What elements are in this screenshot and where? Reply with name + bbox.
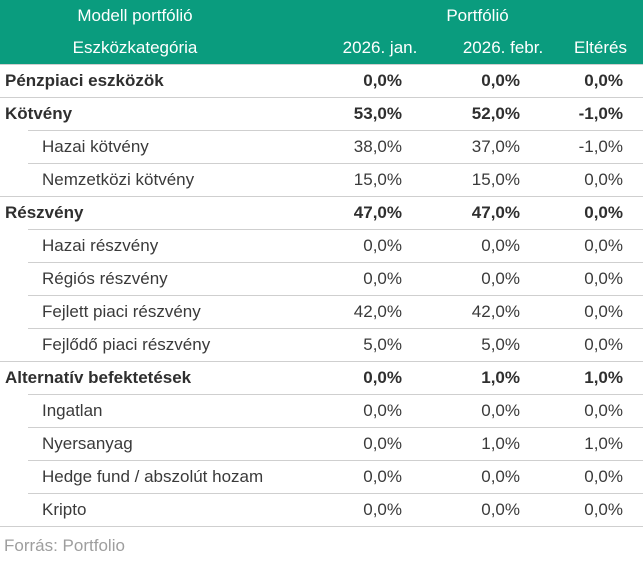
header-group-row: Modell portfólió Portfólió (0, 0, 643, 32)
row-kripto: Kripto 0,0% 0,0% 0,0% (0, 493, 643, 526)
value-jan: 47,0% (353, 202, 402, 222)
value-jan: 0,0% (363, 400, 402, 420)
row-fejlett-piaci-reszveny: Fejlett piaci részvény 42,0% 42,0% 0,0% (0, 295, 643, 328)
value-elteres: 1,0% (584, 367, 623, 387)
row-regios-reszveny: Régiós részvény 0,0% 0,0% 0,0% (0, 262, 643, 295)
value-jan: 5,0% (363, 334, 402, 354)
value-jan: 0,0% (363, 70, 402, 90)
value-jan: 0,0% (363, 499, 402, 519)
value-elteres: 0,0% (584, 70, 623, 90)
value-elteres: -1,0% (578, 136, 623, 156)
category-label: Alternatív befektetések (5, 367, 192, 387)
header-columns-row: Eszközkategória 2026. jan. 2026. febr. E… (0, 32, 643, 64)
category-label: Hazai kötvény (42, 136, 149, 156)
value-jan: 0,0% (363, 367, 402, 387)
value-elteres: 0,0% (584, 334, 623, 354)
category-label: Hedge fund / abszolút hozam (42, 466, 264, 486)
value-elteres: 0,0% (584, 268, 623, 288)
value-elteres: 0,0% (584, 499, 623, 519)
category-label: Hazai részvény (42, 235, 159, 255)
header-portfolio: Portfólió (446, 6, 509, 25)
value-febr: 1,0% (481, 433, 520, 453)
value-febr: 0,0% (481, 235, 520, 255)
value-jan: 15,0% (353, 169, 402, 189)
row-ingatlan: Ingatlan 0,0% 0,0% 0,0% (0, 394, 643, 427)
row-reszveny: Részvény 47,0% 47,0% 0,0% (0, 196, 643, 229)
value-febr: 0,0% (481, 268, 520, 288)
value-elteres: 0,0% (584, 235, 623, 255)
value-febr: 15,0% (471, 169, 520, 189)
column-header-category: Eszközkategória (72, 38, 198, 57)
row-kotveny: Kötvény 53,0% 52,0% -1,0% (0, 97, 643, 130)
category-label: Kötvény (5, 103, 73, 123)
row-hazai-reszveny: Hazai részvény 0,0% 0,0% 0,0% (0, 229, 643, 262)
header-model-portfolio: Modell portfólió (77, 6, 193, 25)
category-label: Ingatlan (42, 400, 103, 420)
value-elteres: 0,0% (584, 466, 623, 486)
row-nemzetkozi-kotveny: Nemzetközi kötvény 15,0% 15,0% 0,0% (0, 163, 643, 196)
row-hazai-kotveny: Hazai kötvény 38,0% 37,0% -1,0% (0, 130, 643, 163)
value-jan: 42,0% (353, 301, 402, 321)
value-jan: 0,0% (363, 466, 402, 486)
category-label: Nemzetközi kötvény (42, 169, 195, 189)
row-nyersanyag: Nyersanyag 0,0% 1,0% 1,0% (0, 427, 643, 460)
value-febr: 0,0% (481, 466, 520, 486)
value-elteres: 0,0% (584, 169, 623, 189)
value-jan: 38,0% (353, 136, 402, 156)
value-jan: 0,0% (363, 268, 402, 288)
category-label: Részvény (5, 202, 84, 222)
value-elteres: -1,0% (578, 103, 623, 123)
row-penzpiaci-eszkozok: Pénzpiaci eszközök 0,0% 0,0% 0,0% (0, 64, 643, 97)
row-hedge-fund: Hedge fund / abszolút hozam 0,0% 0,0% 0,… (0, 460, 643, 493)
value-elteres: 1,0% (584, 433, 623, 453)
value-febr: 47,0% (471, 202, 520, 222)
value-febr: 5,0% (481, 334, 520, 354)
column-header-jan: 2026. jan. (342, 38, 418, 57)
category-label: Fejlődő piaci részvény (42, 334, 211, 354)
row-alternativ-befektetesek: Alternatív befektetések 0,0% 1,0% 1,0% (0, 361, 643, 394)
value-febr: 0,0% (481, 70, 520, 90)
value-febr: 1,0% (481, 367, 520, 387)
value-febr: 0,0% (481, 400, 520, 420)
value-jan: 0,0% (363, 235, 402, 255)
column-header-elteres: Eltérés (574, 38, 627, 57)
value-elteres: 0,0% (584, 301, 623, 321)
row-fejlodo-piaci-reszveny: Fejlődő piaci részvény 5,0% 5,0% 0,0% (0, 328, 643, 361)
category-label: Nyersanyag (42, 433, 133, 453)
table-header: Modell portfólió Portfólió Eszközkategór… (0, 0, 643, 64)
value-febr: 0,0% (481, 499, 520, 519)
category-label: Régiós részvény (42, 268, 168, 288)
value-febr: 37,0% (471, 136, 520, 156)
value-febr: 42,0% (471, 301, 520, 321)
category-label: Pénzpiaci eszközök (5, 70, 164, 90)
category-label: Fejlett piaci részvény (42, 301, 201, 321)
value-febr: 52,0% (471, 103, 520, 123)
column-header-febr: 2026. febr. (462, 38, 544, 57)
source-note: Forrás: Portfolio (0, 526, 643, 562)
value-jan: 0,0% (363, 433, 402, 453)
value-jan: 53,0% (353, 103, 402, 123)
category-label: Kripto (42, 499, 87, 519)
value-elteres: 0,0% (584, 400, 623, 420)
value-elteres: 0,0% (584, 202, 623, 222)
